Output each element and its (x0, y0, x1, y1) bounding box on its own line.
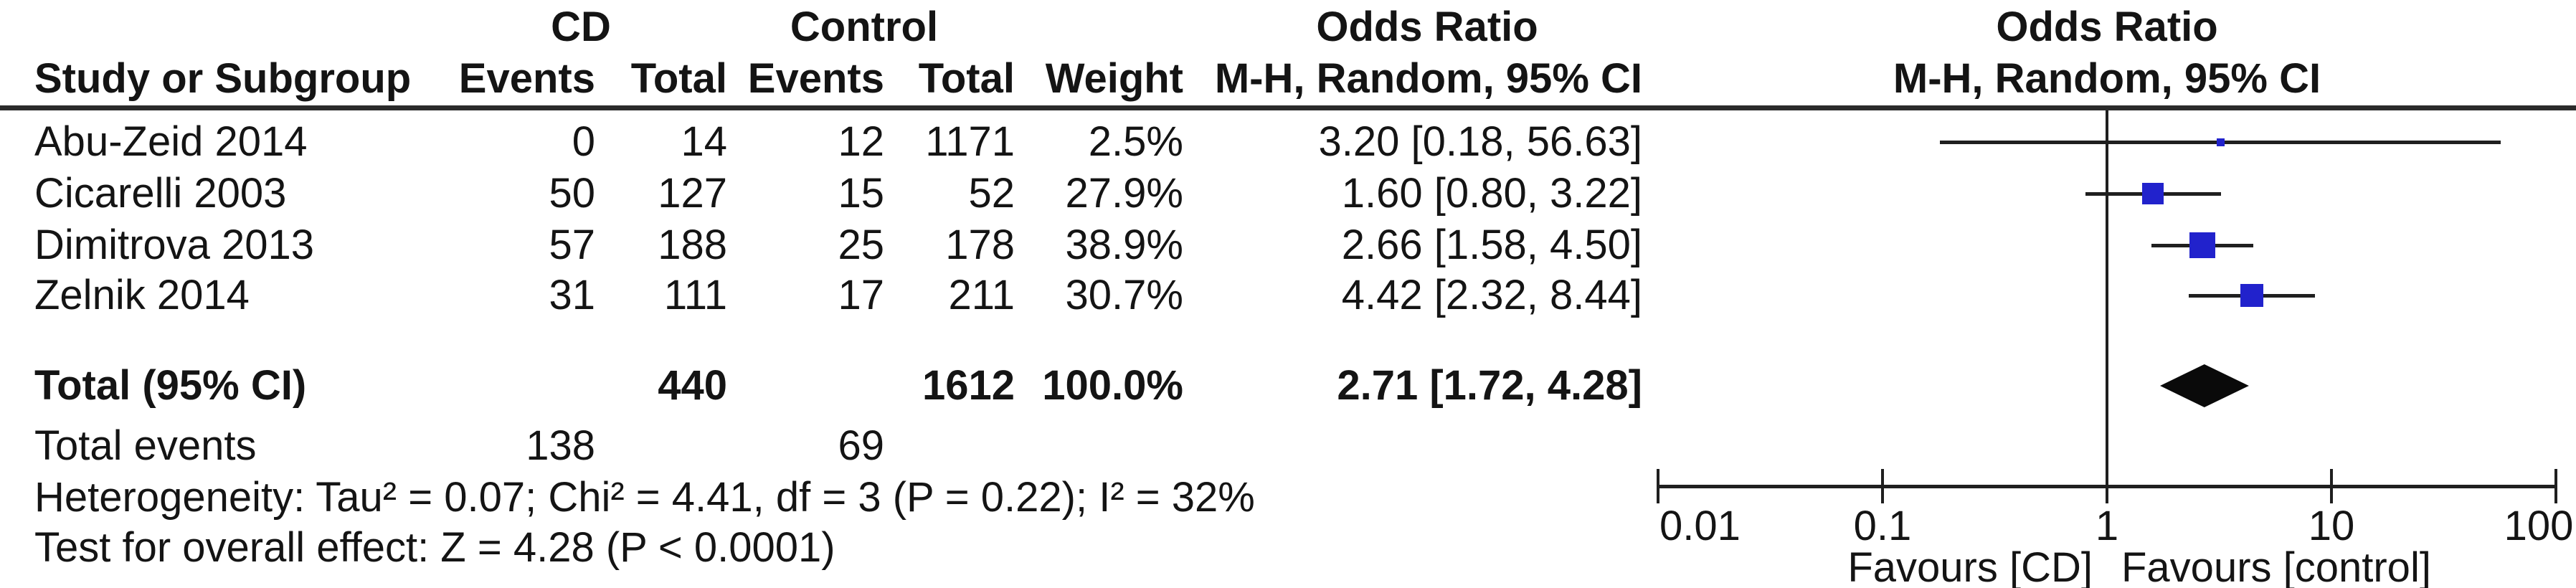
total-diamond (2159, 364, 2249, 407)
or-square (2216, 138, 2225, 146)
x-axis-tick (1657, 469, 1659, 503)
study-cd-total: 14 (681, 118, 727, 165)
study-ci-text: 2.66 [1.58, 4.50] (1341, 222, 1642, 268)
or-square (2141, 183, 2164, 204)
or-square (2189, 232, 2215, 258)
total-control-total: 1612 (922, 362, 1015, 409)
study-control-events: 17 (838, 272, 884, 318)
x-axis-tick-label: 10 (2308, 503, 2355, 549)
study-control-total: 178 (945, 222, 1015, 268)
x-axis-tick (2106, 469, 2108, 503)
total-weight: 100.0% (1042, 362, 1183, 409)
study-weight: 30.7% (1065, 272, 1183, 318)
col-study: Study or Subgroup (34, 55, 412, 102)
study-cd-events: 57 (549, 222, 595, 268)
study-name: Abu-Zeid 2014 (34, 118, 308, 165)
study-cd-events: 50 (549, 170, 595, 217)
study-control-events: 15 (838, 170, 884, 217)
study-ci-text: 1.60 [0.80, 3.22] (1341, 170, 1642, 217)
study-cd-total: 188 (658, 222, 727, 268)
study-weight: 27.9% (1065, 170, 1183, 217)
study-control-events: 12 (838, 118, 884, 165)
study-cd-total: 111 (663, 272, 727, 318)
col-cd-events: Events (458, 55, 595, 102)
x-axis-tick (1881, 469, 1884, 503)
or-square (2240, 284, 2264, 307)
total-ci: 2.71 [1.72, 4.28] (1337, 362, 1642, 409)
study-weight: 2.5% (1088, 118, 1183, 165)
x-axis-tick (2330, 469, 2333, 503)
col-cd-total: Total (630, 55, 727, 102)
study-cd-total: 127 (658, 170, 727, 217)
overall-effect-text: Test for overall effect: Z = 4.28 (P < 0… (34, 524, 835, 571)
study-cd-events: 31 (549, 272, 595, 318)
study-ci-text: 3.20 [0.18, 56.63] (1318, 118, 1642, 165)
total-cd-total: 440 (658, 362, 727, 409)
study-control-total: 1171 (925, 118, 1015, 165)
reference-line (2106, 110, 2108, 489)
study-control-events: 25 (838, 222, 884, 268)
favours-left-label: Favours [CD] (1847, 544, 2093, 588)
total-events-label: Total events (34, 422, 257, 469)
col-control-total: Total (918, 55, 1015, 102)
favours-right-label: Favours [control] (2121, 544, 2431, 588)
total-events-control: 69 (838, 422, 884, 469)
x-axis-tick-label: 1 (2095, 503, 2119, 549)
study-name: Zelnik 2014 (34, 272, 250, 318)
total-label: Total (95% CI) (34, 362, 307, 409)
col-weight: Weight (1045, 55, 1183, 102)
study-weight: 38.9% (1065, 222, 1183, 268)
group-control-header: Control (790, 4, 939, 50)
col-control-events: Events (747, 55, 884, 102)
group-or-text-header: Odds Ratio (1316, 4, 1538, 50)
x-axis-tick-label: 0.1 (1853, 503, 1912, 549)
group-or-plot-header: Odds Ratio (1996, 4, 2218, 50)
x-axis-tick-label: 0.01 (1659, 503, 1741, 549)
x-axis-tick-label: 100 (2504, 503, 2574, 549)
study-ci-text: 4.42 [2.32, 8.44] (1341, 272, 1642, 318)
study-cd-events: 0 (572, 118, 595, 165)
total-diamond-shape (2159, 364, 2249, 407)
col-mh-ci-plot: M-H, Random, 95% CI (1893, 55, 2321, 102)
x-axis-tick (2554, 469, 2557, 503)
group-cd-header: CD (551, 4, 611, 50)
heterogeneity-text: Heterogeneity: Tau² = 0.07; Chi² = 4.41,… (34, 474, 1255, 521)
study-control-total: 52 (968, 170, 1015, 217)
study-control-total: 211 (948, 272, 1015, 318)
col-mh-ci: M-H, Random, 95% CI (1214, 55, 1642, 102)
header-rule (0, 105, 2576, 110)
study-name: Cicarelli 2003 (34, 170, 287, 217)
total-events-cd: 138 (526, 422, 595, 469)
study-name: Dimitrova 2013 (34, 222, 315, 268)
